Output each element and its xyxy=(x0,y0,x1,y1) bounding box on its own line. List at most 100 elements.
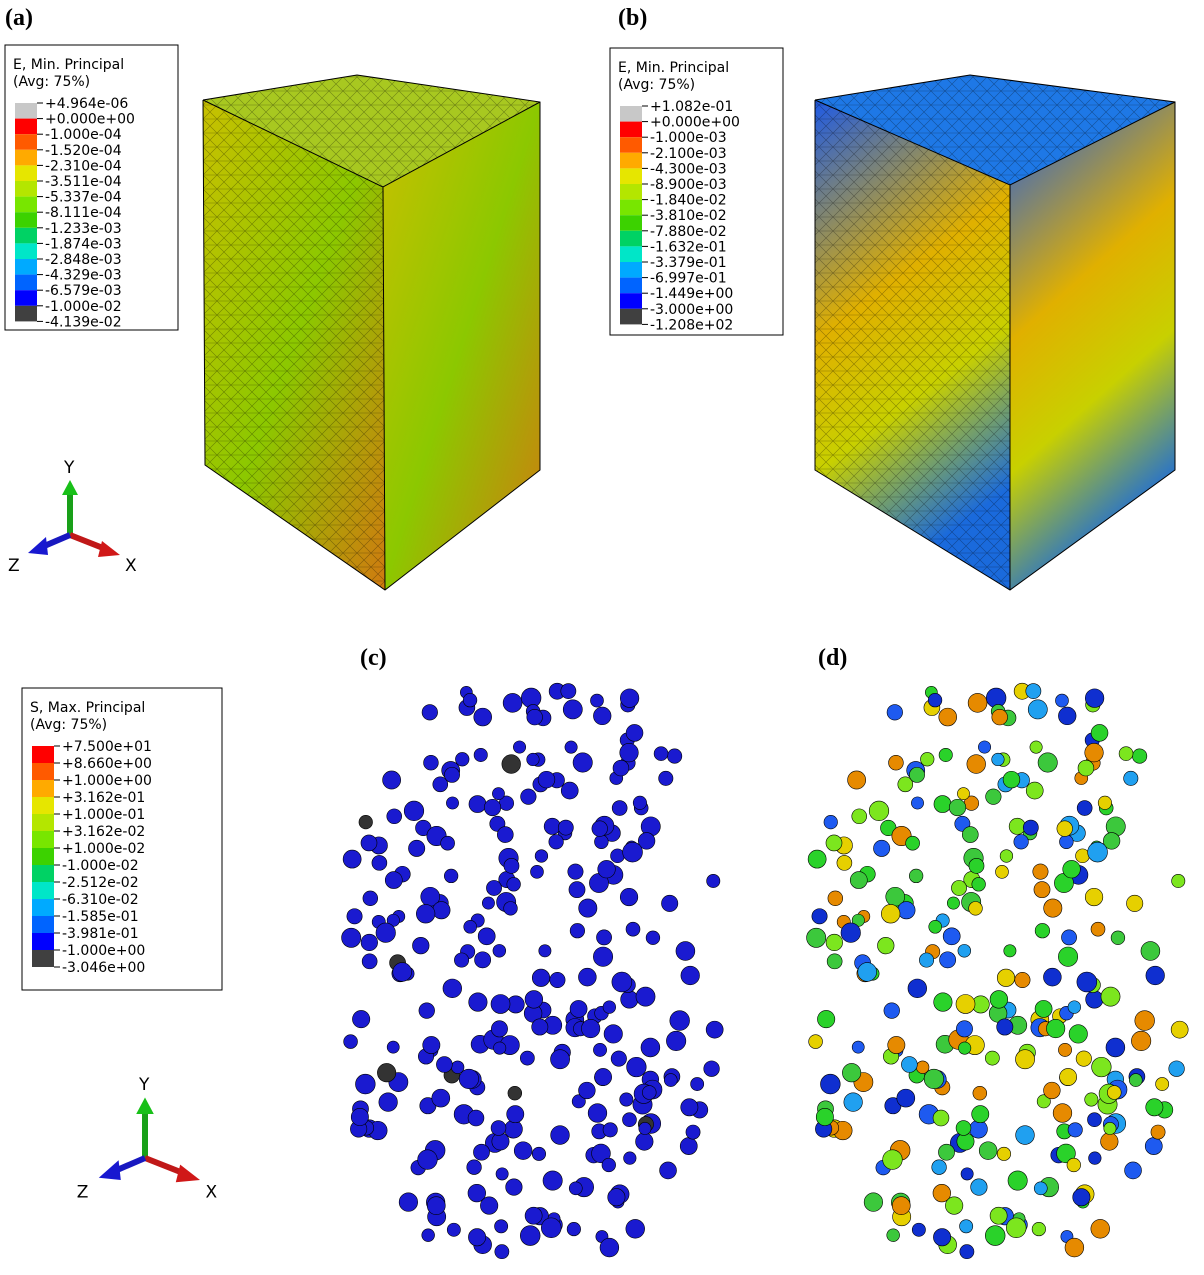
particle xyxy=(932,1160,947,1175)
particle xyxy=(1098,796,1111,809)
particle xyxy=(1101,987,1120,1006)
particle xyxy=(947,897,959,909)
particle xyxy=(933,1110,949,1126)
particle xyxy=(495,1245,509,1259)
particle xyxy=(535,850,548,863)
legend-label: +3.162e-02 xyxy=(62,824,145,840)
particle xyxy=(423,1036,440,1053)
particle xyxy=(995,865,1008,878)
particle xyxy=(1058,1043,1071,1056)
legend-label: -1.449e+00 xyxy=(650,286,733,302)
particle xyxy=(929,920,942,933)
particle xyxy=(621,991,638,1008)
particle xyxy=(659,771,673,785)
particle xyxy=(579,899,597,917)
particle xyxy=(627,1057,647,1077)
legend-swatch xyxy=(15,150,37,166)
particle xyxy=(541,1218,561,1238)
particle xyxy=(404,801,424,821)
particle xyxy=(808,850,826,868)
particle xyxy=(1146,966,1165,985)
particle xyxy=(704,1061,720,1077)
particle xyxy=(956,1021,972,1037)
particle xyxy=(504,902,518,916)
particle xyxy=(1008,1171,1027,1190)
particle xyxy=(969,902,983,916)
particle xyxy=(1132,749,1146,763)
legend-label: -8.111e-04 xyxy=(45,205,122,221)
particle xyxy=(1088,842,1108,862)
particle xyxy=(1086,991,1103,1008)
particle xyxy=(419,1003,435,1019)
legend-swatch xyxy=(32,814,54,831)
arrow-y xyxy=(62,480,78,495)
particle xyxy=(408,840,424,856)
figure: (a) (b) (c) (d) E, Min. Principal(Avg: 7… xyxy=(0,0,1204,1270)
particle xyxy=(979,1142,997,1160)
legend-swatch xyxy=(620,262,642,278)
particle xyxy=(661,895,677,911)
arrow-x xyxy=(176,1165,200,1183)
particle xyxy=(422,1229,435,1242)
particle xyxy=(492,788,504,800)
particle xyxy=(376,923,395,942)
particle xyxy=(1141,942,1160,961)
legend-swatch xyxy=(32,848,54,865)
particle xyxy=(968,693,987,712)
particle xyxy=(949,799,966,816)
particle xyxy=(579,1082,596,1099)
particle xyxy=(636,987,655,1006)
particle xyxy=(691,1077,704,1090)
particle xyxy=(826,934,843,951)
legend-label: +7.500e+01 xyxy=(62,739,152,755)
particle xyxy=(620,888,638,906)
particle xyxy=(1063,860,1081,878)
legend-label: -2.310e-04 xyxy=(45,158,122,174)
legend-label: -1.000e-02 xyxy=(45,299,122,315)
particle xyxy=(491,1021,507,1037)
particle xyxy=(956,994,975,1013)
particle xyxy=(600,1238,619,1257)
legend-swatch xyxy=(15,228,37,244)
particle xyxy=(362,954,377,969)
particle xyxy=(427,1197,445,1215)
particle xyxy=(997,1019,1013,1035)
particle xyxy=(897,1089,915,1107)
legend-swatch xyxy=(32,797,54,814)
panel-label: (d) xyxy=(818,645,847,671)
particle xyxy=(664,1074,677,1087)
particle xyxy=(869,801,889,821)
particle xyxy=(978,741,990,753)
particle xyxy=(1016,1050,1035,1069)
particle xyxy=(850,872,867,889)
particle xyxy=(468,1229,485,1246)
particle xyxy=(1111,931,1125,945)
particle xyxy=(539,945,551,957)
particle xyxy=(355,1074,375,1094)
legend-label: -3.379e-01 xyxy=(650,255,727,271)
particle xyxy=(1129,1074,1142,1087)
particle xyxy=(424,755,439,770)
particle xyxy=(906,836,920,850)
particle xyxy=(595,1068,612,1085)
particle xyxy=(1003,771,1020,788)
particle xyxy=(544,818,560,834)
particle xyxy=(887,1229,900,1242)
particle xyxy=(992,709,1008,725)
axis-label: X xyxy=(125,556,137,576)
particle xyxy=(809,1035,823,1049)
particle xyxy=(433,902,450,919)
particle xyxy=(491,994,510,1013)
legend-label: +1.082e-01 xyxy=(650,99,733,115)
particle xyxy=(482,897,494,909)
particle xyxy=(443,979,462,998)
legend-label: -1.233e-03 xyxy=(45,221,122,237)
particle xyxy=(594,835,608,849)
legend-label: -1.520e-04 xyxy=(45,143,122,159)
particle xyxy=(441,836,455,850)
particle xyxy=(1030,741,1042,753)
particle xyxy=(1085,888,1103,906)
legend-swatch xyxy=(15,212,37,228)
particle xyxy=(1156,1077,1169,1090)
particle xyxy=(469,796,486,813)
